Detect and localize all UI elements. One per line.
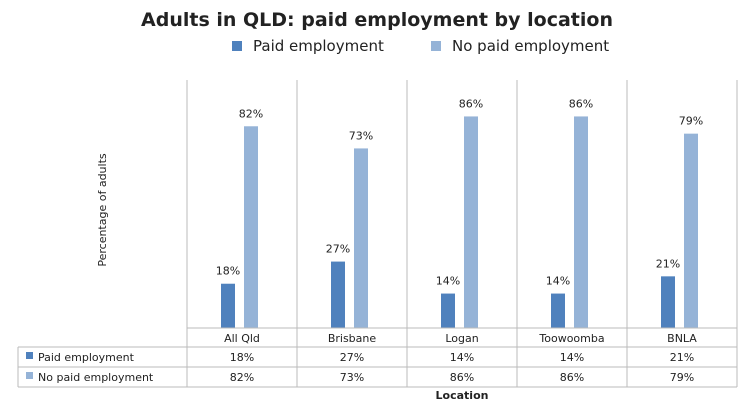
legend-swatch [232,41,242,51]
category-label: BNLA [667,332,697,345]
table-cell: 27% [340,351,364,364]
legend-swatch [431,41,441,51]
data-label: 14% [546,275,570,288]
table-cell: 79% [670,371,694,384]
table-cell: 18% [230,351,254,364]
data-label: 21% [656,257,680,270]
data-label: 18% [216,265,240,278]
table-cell: 14% [450,351,474,364]
data-label: 82% [239,107,263,120]
table-cell: 86% [560,371,584,384]
legend-label: No paid employment [452,37,609,55]
data-label: 79% [679,115,703,128]
category-label: Logan [445,332,478,345]
table-cell: 86% [450,371,474,384]
data-label: 14% [436,275,460,288]
table-legend-key [26,352,33,359]
data-label: 86% [459,97,483,110]
table-cell: 73% [340,371,364,384]
table-cell: 14% [560,351,584,364]
bar [331,261,345,328]
legend: Paid employment No paid employment [232,37,609,55]
table-legend-key [26,372,33,379]
data-label: 27% [326,243,350,256]
plot-area: 18% 82% 27% 73% 14% 86% 14% 86% 21% 79% [186,80,738,387]
data-table: All Qld Brisbane Logan Toowoomba BNLA Paid em… [17,327,738,388]
data-label: 86% [569,97,593,110]
bar [354,148,368,328]
table-cell: 21% [670,351,694,364]
chart-title: Adults in QLD: paid employment by locati… [141,9,613,31]
table-cell: 82% [230,371,254,384]
x-axis-label: Location [436,389,489,402]
bar [441,293,455,328]
table-row-label: No paid employment [38,371,154,384]
bar [551,293,565,328]
y-axis-label: Percentage of adults [96,153,109,267]
bar [221,283,235,328]
category-label: All Qld [224,332,260,345]
bar [574,116,588,328]
data-label: 73% [349,129,373,142]
bar [244,126,258,328]
bar [661,276,675,328]
legend-label: Paid employment [253,37,384,55]
category-label: Brisbane [328,332,377,345]
bar [464,116,478,328]
category-label: Toowoomba [538,332,604,345]
bar [684,133,698,328]
table-row-label: Paid employment [38,351,135,364]
